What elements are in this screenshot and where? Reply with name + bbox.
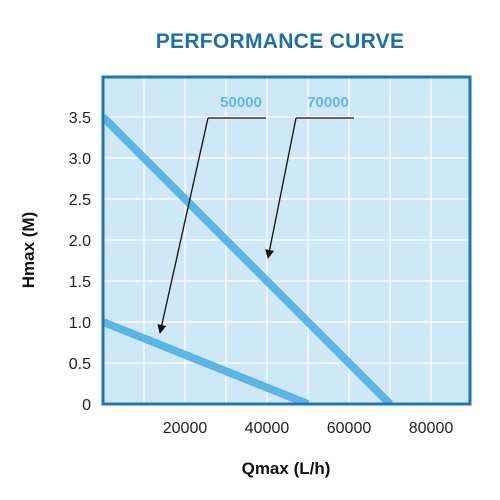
x-tick-label: 40000	[245, 420, 290, 437]
series-label-70000: 70000	[307, 94, 349, 111]
callout-arrow-50000	[157, 117, 209, 334]
series-line-70000	[103, 114, 393, 404]
x-tick-labels: 20000 40000 60000 80000	[163, 420, 454, 437]
x-tick-label: 60000	[327, 420, 372, 437]
y-tick-label: 2.5	[69, 192, 91, 209]
y-tick-label: 1.5	[69, 274, 91, 291]
x-axis-label: Qmax (L/h)	[242, 459, 331, 478]
x-tick-label: 80000	[409, 420, 454, 437]
plot-frame	[101, 75, 472, 406]
y-tick-label: 0.5	[69, 356, 91, 373]
y-tick-label: 3.5	[69, 110, 91, 127]
y-tick-label: 0	[82, 397, 91, 414]
y-axis-label: Hmax (M)	[19, 212, 38, 289]
y-tick-label: 3.0	[69, 151, 91, 168]
y-tick-label: 1.0	[69, 315, 91, 332]
y-tick-label: 2.0	[69, 233, 91, 250]
series-callouts: 50000 70000	[157, 94, 354, 334]
callout-arrow-70000	[265, 117, 297, 259]
series-label-50000: 50000	[220, 94, 262, 111]
series-line-50000	[103, 318, 310, 404]
y-tick-labels: 0 0.5 1.0 1.5 2.0 2.5 3.0 3.5	[69, 110, 91, 414]
series-lines	[103, 114, 393, 404]
chart-title: PERFORMANCE CURVE	[155, 30, 405, 53]
x-tick-label: 20000	[163, 420, 208, 437]
grid-lines	[103, 77, 470, 404]
